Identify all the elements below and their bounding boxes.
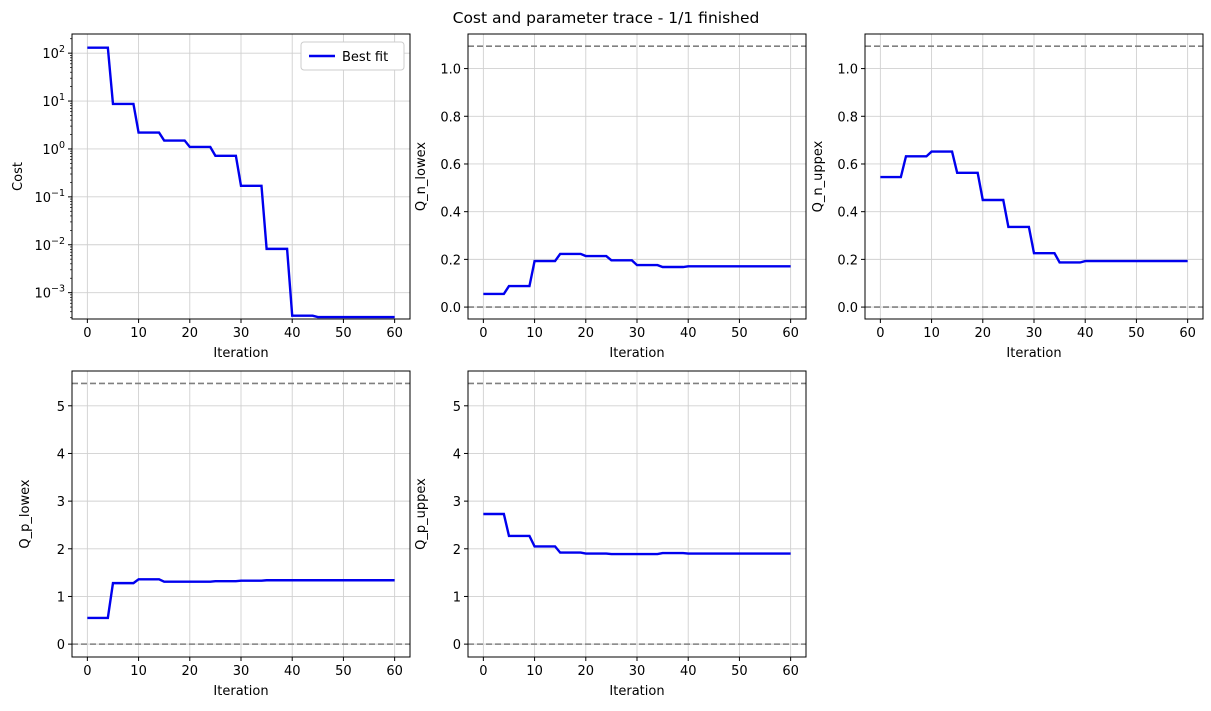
y-tick-label: 1 <box>57 590 65 605</box>
y-tick-label: 0.2 <box>440 253 461 268</box>
subplot-grid: 0 10 20 30 40 50 6010−310−210−1100101102Iterat… <box>11 34 1203 699</box>
y-tick-label: 1 <box>453 590 461 605</box>
x-tick-label: 60 <box>386 664 403 679</box>
x-tick-label: 0 <box>83 326 91 341</box>
y-axis-label: Q_n_uppex <box>811 140 826 212</box>
y-axis-ticks: 0 1 2 3 4 5 <box>57 400 72 653</box>
y-tick-label: 101 <box>42 92 65 110</box>
legend-label: Best fit <box>342 50 388 65</box>
x-tick-label: 40 <box>680 326 697 341</box>
x-tick-label: 10 <box>130 326 147 341</box>
y-axis-ticks: 0.0 0.2 0.4 0.6 0.8 1.0 <box>440 63 468 316</box>
x-tick-label: 60 <box>1179 326 1196 341</box>
y-tick-label: 3 <box>57 495 65 510</box>
x-tick-label: 0 <box>479 326 487 341</box>
y-tick-label: 10−1 <box>34 188 65 206</box>
x-tick-label: 50 <box>335 326 352 341</box>
y-tick-label: 0.8 <box>837 110 858 125</box>
y-tick-label: 100 <box>42 140 65 158</box>
x-tick-label: 20 <box>578 326 595 341</box>
y-tick-label: 1.0 <box>440 63 461 78</box>
x-tick-label: 40 <box>284 664 301 679</box>
x-tick-label: 0 <box>479 664 487 679</box>
x-tick-label: 10 <box>923 326 940 341</box>
y-tick-label: 1.0 <box>837 63 858 78</box>
x-tick-label: 60 <box>386 326 403 341</box>
subplot-q-n-lowex: 0 10 20 30 40 50 60 0.0 0.2 0.4 0.6 0.8 1.0 Iteration… <box>414 34 806 361</box>
x-tick-label: 60 <box>782 664 799 679</box>
x-tick-label: 40 <box>680 664 697 679</box>
y-tick-label: 2 <box>57 543 65 558</box>
x-axis-label: Iteration <box>1006 346 1061 361</box>
y-tick-label: 0 <box>57 638 65 653</box>
y-tick-label: 10−3 <box>34 284 65 302</box>
y-axis-ticks: 0.0 0.2 0.4 0.6 0.8 1.0 <box>837 63 865 316</box>
x-tick-label: 30 <box>233 664 250 679</box>
y-tick-label: 10−2 <box>34 236 65 254</box>
y-axis-label: Q_n_lowex <box>414 142 429 211</box>
x-axis-ticks: 0 10 20 30 40 50 60 <box>83 319 403 341</box>
x-axis-ticks: 0 10 20 30 40 50 60 <box>479 319 799 341</box>
y-tick-label: 0.0 <box>837 301 858 316</box>
legend: Best fit <box>301 42 404 70</box>
x-tick-label: 20 <box>182 326 199 341</box>
x-tick-label: 50 <box>731 664 748 679</box>
x-tick-label: 40 <box>284 326 301 341</box>
subplot-q-p-uppex: 0 10 20 30 40 50 60 0 1 2 3 4 5 Iteration Q_p_uppex <box>414 371 806 699</box>
x-axis-label: Iteration <box>609 346 664 361</box>
x-tick-label: 10 <box>526 326 543 341</box>
x-axis-label: Iteration <box>213 346 268 361</box>
y-axis-ticks: 10−3 10−2 10−1 100 101 102 <box>34 39 72 318</box>
x-tick-label: 40 <box>1077 326 1094 341</box>
y-axis-label: Q_p_uppex <box>414 478 429 550</box>
subplot-q-p-lowex: 0 10 20 30 40 50 60 0 1 2 3 4 5 Iteration Q_p_lowex <box>18 371 410 699</box>
y-tick-label: 102 <box>42 44 65 62</box>
y-tick-label: 0.8 <box>440 110 461 125</box>
x-axis-label: Iteration <box>609 684 664 699</box>
x-tick-label: 0 <box>876 326 884 341</box>
x-tick-label: 30 <box>1026 326 1043 341</box>
x-tick-label: 0 <box>83 664 91 679</box>
y-tick-label: 3 <box>453 495 461 510</box>
y-tick-label: 0 <box>453 638 461 653</box>
x-tick-label: 20 <box>578 664 595 679</box>
x-axis-ticks: 0 10 20 30 40 50 60 <box>479 657 799 679</box>
subplot-cost: 0 10 20 30 40 50 60 10−3 10−2 10−1 100 101 102 Iterat… <box>11 34 410 361</box>
y-axis-label: Cost <box>11 162 26 191</box>
y-tick-label: 0.6 <box>440 158 461 173</box>
y-tick-label: 5 <box>453 400 461 415</box>
x-tick-label: 20 <box>975 326 992 341</box>
x-axis-label: Iteration <box>213 684 268 699</box>
x-tick-label: 60 <box>782 326 799 341</box>
x-tick-label: 20 <box>182 664 199 679</box>
y-tick-label: 0.2 <box>837 253 858 268</box>
y-tick-label: 0.4 <box>440 206 461 221</box>
y-axis-ticks: 0 1 2 3 4 5 <box>453 400 468 653</box>
y-tick-label: 0.4 <box>837 206 858 221</box>
x-tick-label: 50 <box>731 326 748 341</box>
x-tick-label: 30 <box>233 326 250 341</box>
x-tick-label: 10 <box>130 664 147 679</box>
figure-title: Cost and parameter trace - 1/1 finished <box>453 9 760 27</box>
y-tick-label: 4 <box>453 447 461 462</box>
y-tick-label: 4 <box>57 447 65 462</box>
x-tick-label: 30 <box>629 664 646 679</box>
y-axis-label: Q_p_lowex <box>18 479 33 548</box>
x-tick-label: 50 <box>335 664 352 679</box>
x-axis-ticks: 0 10 20 30 40 50 60 <box>876 319 1196 341</box>
x-tick-label: 50 <box>1128 326 1145 341</box>
y-tick-label: 5 <box>57 400 65 415</box>
x-tick-label: 10 <box>526 664 543 679</box>
x-axis-ticks: 0 10 20 30 40 50 60 <box>83 657 403 679</box>
x-tick-label: 30 <box>629 326 646 341</box>
subplot-q-n-uppex: 0 10 20 30 40 50 60 0.0 0.2 0.4 0.6 0.8 1.0 Iteration… <box>811 34 1203 361</box>
y-tick-label: 0.6 <box>837 158 858 173</box>
y-tick-label: 0.0 <box>440 301 461 316</box>
y-tick-label: 2 <box>453 543 461 558</box>
